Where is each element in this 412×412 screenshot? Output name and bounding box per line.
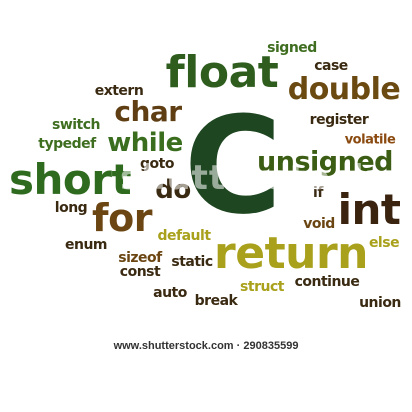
word-default: default <box>157 228 211 244</box>
word-for: for <box>92 196 152 240</box>
word-case: case <box>314 58 348 74</box>
footer-site: www.shutterstock.com <box>113 340 234 352</box>
word-long: long <box>54 200 88 216</box>
word-else: else <box>368 235 400 251</box>
word-register: register <box>309 112 369 128</box>
footer-credit: www.shutterstock.com · 290835599 <box>0 340 412 352</box>
word-struct: struct <box>240 279 284 295</box>
word-enum: enum <box>64 237 108 253</box>
word-extern: extern <box>94 83 144 99</box>
word-short: short <box>8 155 132 204</box>
footer-image-number: 290835599 <box>243 340 299 352</box>
word-double: double <box>287 72 401 107</box>
word-typedef: typedef <box>38 136 96 152</box>
word-if: if <box>313 185 323 201</box>
word-switch: switch <box>51 117 101 133</box>
word-unsigned: unsigned <box>257 146 393 178</box>
word-do: do <box>155 175 191 205</box>
word-break: break <box>194 293 238 309</box>
word-auto: auto <box>153 285 187 301</box>
word-int: int <box>337 185 401 234</box>
word-continue: continue <box>294 274 360 290</box>
word-char: char <box>114 95 182 128</box>
word-void: void <box>303 216 335 232</box>
word-signed: signed <box>267 40 317 56</box>
word-goto: goto <box>140 156 174 172</box>
watermark: shutterstock <box>120 158 376 198</box>
word-float: float <box>165 47 279 98</box>
word-while: while <box>107 128 183 158</box>
footer-separator: · <box>236 340 241 352</box>
word-union: union <box>359 295 401 311</box>
word-C: C <box>183 88 282 244</box>
word-return: return <box>214 228 368 279</box>
word-volatile: volatile <box>344 132 396 148</box>
word-const: const <box>119 264 161 280</box>
word-static: static <box>171 254 213 270</box>
word-sizeof: sizeof <box>118 250 162 266</box>
